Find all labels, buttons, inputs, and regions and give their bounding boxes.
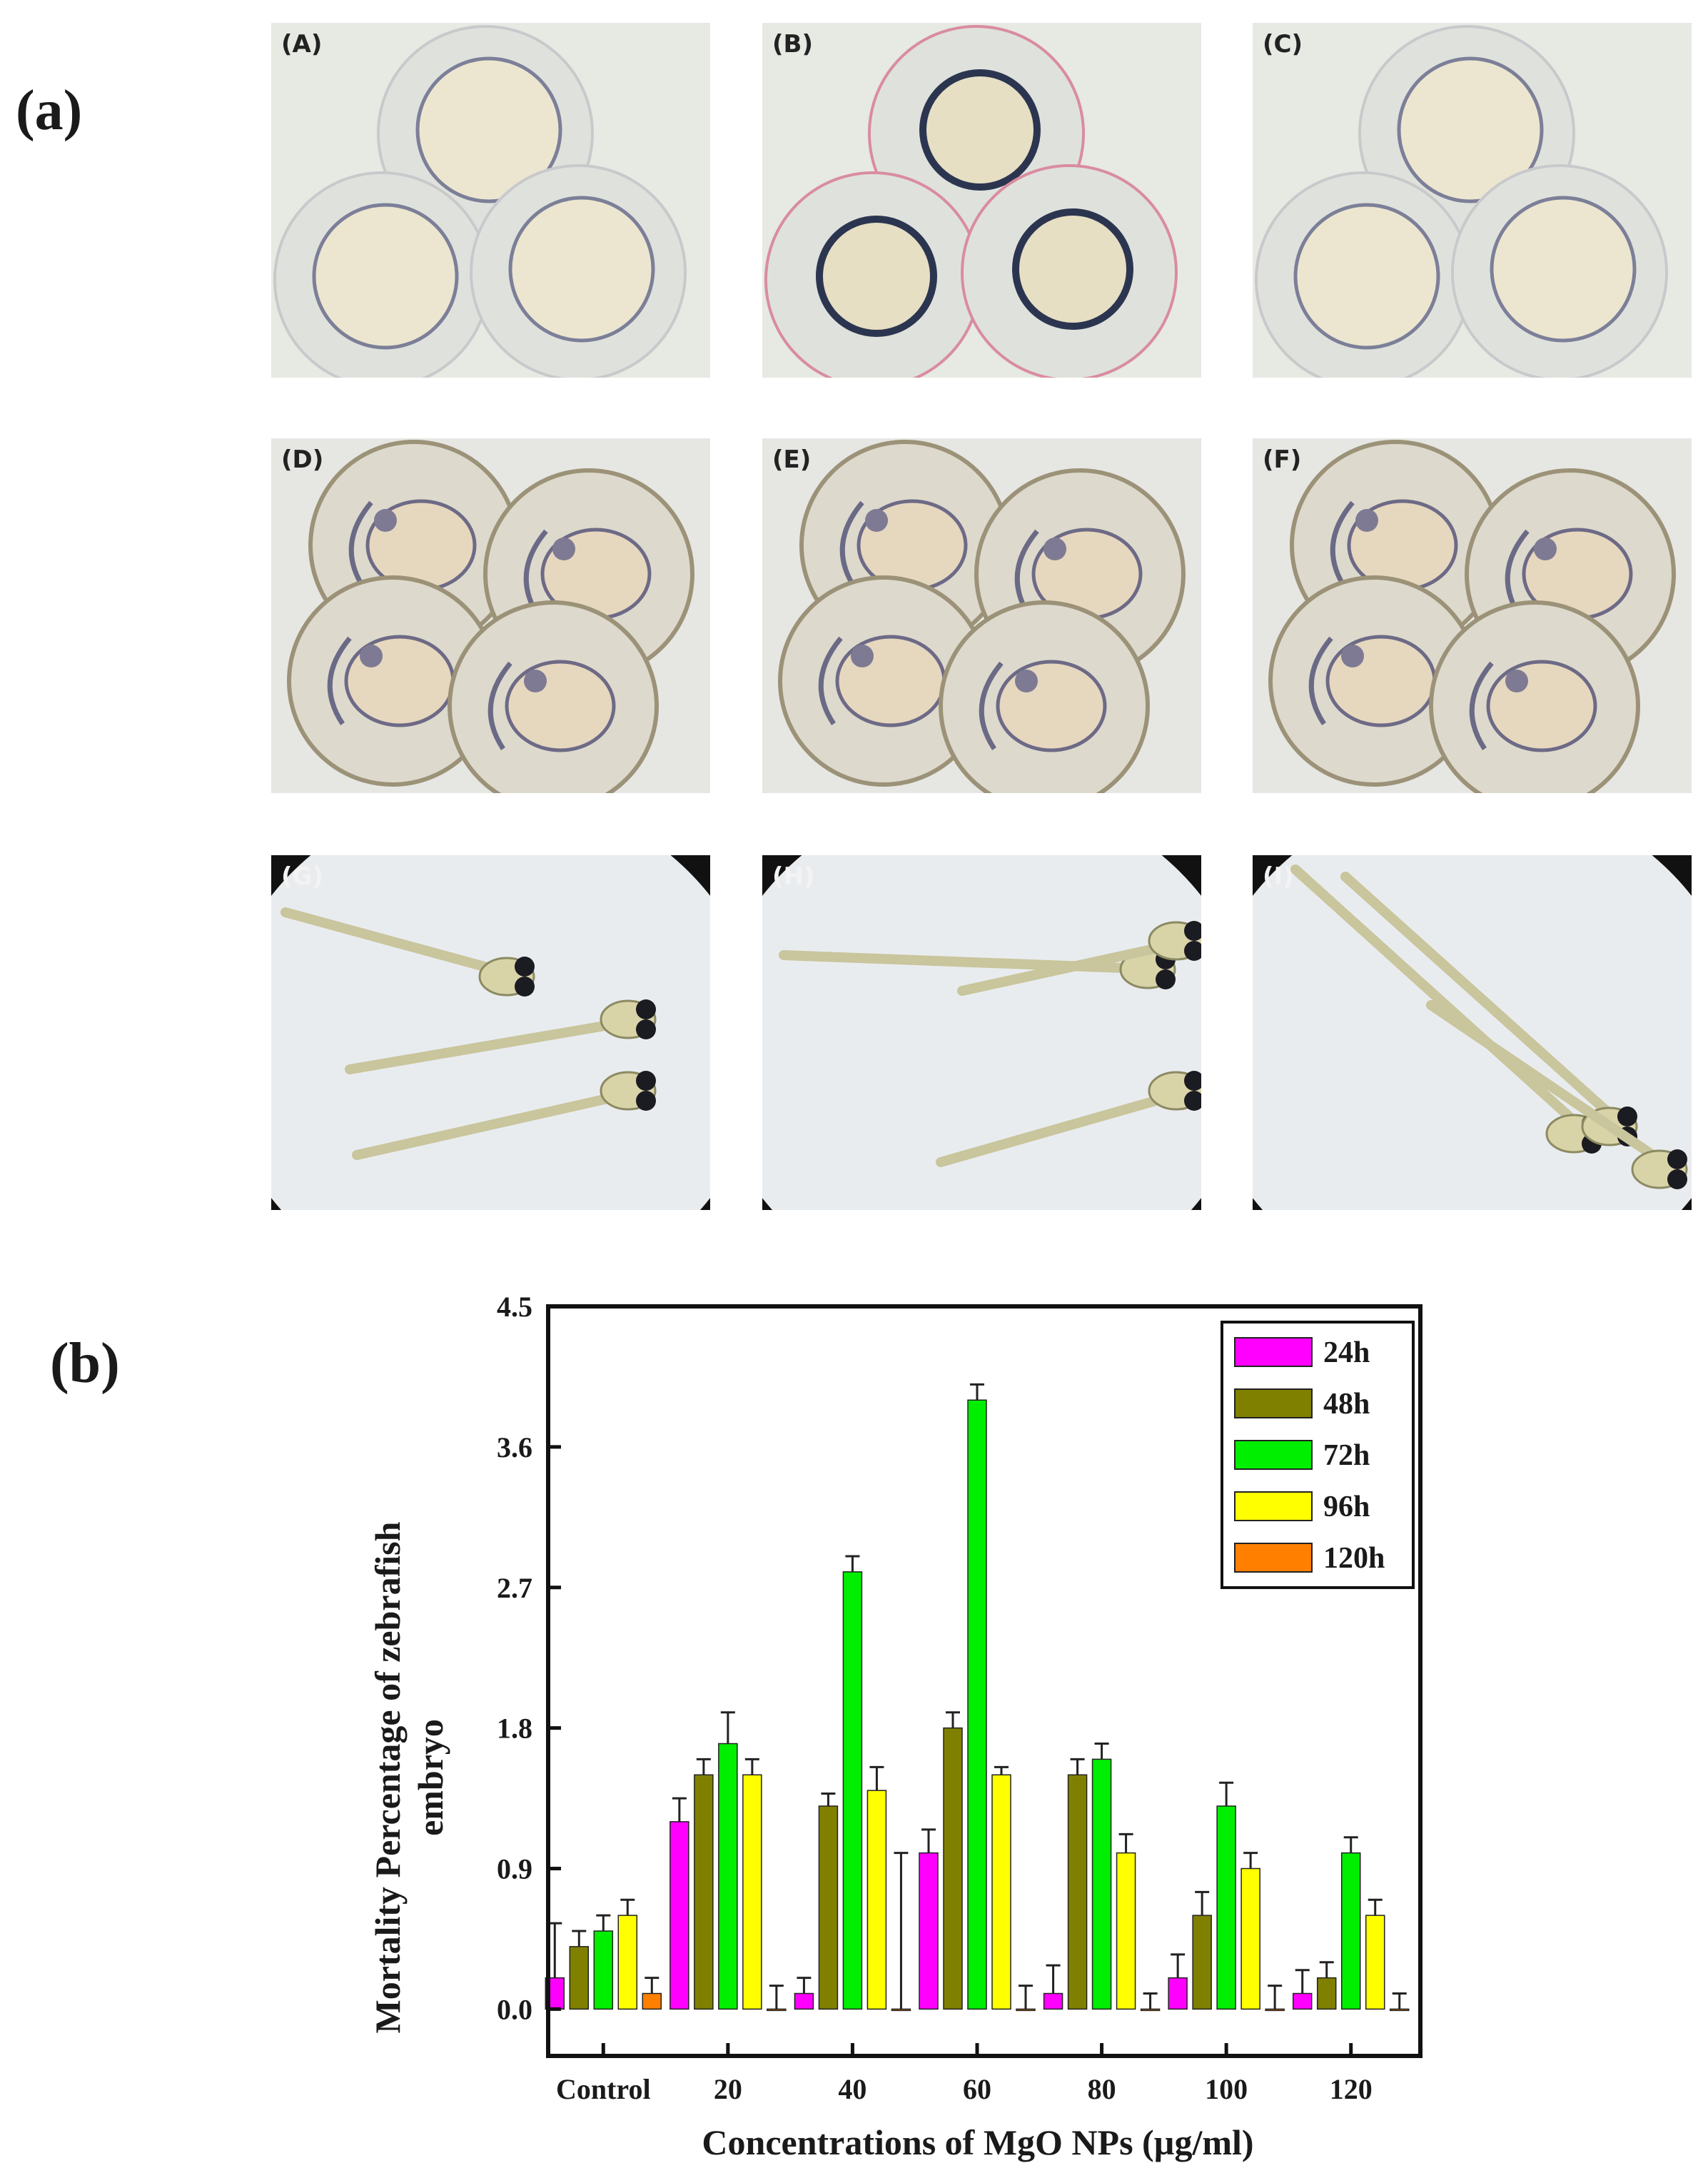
legend: 24h 48h 72h 96h 120h bbox=[1221, 1321, 1415, 1589]
photo-d-label: (D) bbox=[281, 445, 324, 474]
bar-96h-80 bbox=[1116, 1852, 1136, 2010]
x-tick-label: 40 bbox=[838, 2073, 866, 2105]
bar-24h-40 bbox=[794, 1992, 814, 2010]
panel-b-label: (b) bbox=[50, 1332, 120, 1395]
bar-120h-100 bbox=[1265, 2008, 1285, 2012]
photo-h: (H) bbox=[762, 855, 1201, 1210]
photo-i-label: (I) bbox=[1263, 862, 1294, 891]
photo-a: (A) bbox=[271, 23, 710, 378]
y-axis-title-line2: embryo bbox=[410, 1719, 450, 1836]
bar-120h-Control bbox=[642, 1992, 662, 2010]
bar-72h-20 bbox=[718, 1743, 738, 2010]
bar-48h-60 bbox=[943, 1727, 963, 2010]
bar-24h-60 bbox=[919, 1852, 939, 2010]
bar-96h-100 bbox=[1240, 1867, 1260, 2010]
bar-96h-120 bbox=[1365, 1915, 1385, 2010]
x-tick-label: 100 bbox=[1205, 2073, 1248, 2105]
legend-swatch-96h bbox=[1234, 1491, 1313, 1521]
legend-label-72h: 72h bbox=[1323, 1439, 1370, 1472]
y-tick-label: 1.8 bbox=[497, 1713, 532, 1745]
plot-frame bbox=[546, 1304, 1423, 2058]
bar-24h-120 bbox=[1292, 1992, 1313, 2010]
y-axis-title-line1: Mortality Percentage of zebrafish bbox=[368, 1521, 408, 2033]
bar-96h-60 bbox=[991, 1774, 1011, 2010]
legend-label-48h: 48h bbox=[1323, 1388, 1370, 1421]
y-tick-label: 0.0 bbox=[497, 1993, 532, 2025]
photo-f: (F) bbox=[1253, 438, 1692, 793]
bar-24h-100 bbox=[1168, 1977, 1188, 2010]
x-tick-label: 20 bbox=[714, 2073, 742, 2105]
bar-72h-60 bbox=[967, 1399, 987, 2010]
bar-48h-80 bbox=[1067, 1774, 1088, 2010]
y-tick-label: 0.9 bbox=[497, 1853, 532, 1885]
panel-a-label: (a) bbox=[16, 79, 83, 142]
photo-e: (E) bbox=[762, 438, 1201, 793]
bar-72h-40 bbox=[842, 1571, 863, 2010]
bar-48h-Control bbox=[569, 1946, 590, 2010]
bar-72h-80 bbox=[1091, 1758, 1112, 2010]
bar-120h-60 bbox=[1016, 2008, 1036, 2012]
photo-h-label: (H) bbox=[772, 862, 815, 891]
legend-label-120h: 120h bbox=[1323, 1542, 1385, 1575]
y-tick-label: 4.5 bbox=[497, 1291, 532, 1323]
bar-72h-Control bbox=[593, 1930, 614, 2010]
photo-g-label: (G) bbox=[281, 862, 323, 891]
x-tick-label: 80 bbox=[1088, 2073, 1116, 2105]
mortality-bar-chart: Mortality Percentage of zebrafish embryo… bbox=[368, 1291, 1423, 2162]
x-tick-label: 120 bbox=[1330, 2073, 1373, 2105]
bar-120h-40 bbox=[891, 2008, 911, 2012]
bar-72h-120 bbox=[1340, 1852, 1361, 2010]
photo-f-label: (F) bbox=[1263, 445, 1302, 474]
photo-e-label: (E) bbox=[772, 445, 812, 474]
photo-a-label: (A) bbox=[281, 30, 323, 59]
bar-96h-40 bbox=[866, 1790, 887, 2010]
x-tick-label: 60 bbox=[963, 2073, 991, 2105]
legend-swatch-72h bbox=[1234, 1440, 1313, 1470]
bar-120h-20 bbox=[767, 2008, 787, 2012]
y-axis-title: Mortality Percentage of zebrafish embryo bbox=[368, 1521, 450, 2033]
bar-24h-80 bbox=[1043, 1992, 1063, 2010]
photo-d: (D) bbox=[271, 438, 710, 793]
legend-swatch-120h bbox=[1234, 1543, 1313, 1573]
bar-48h-40 bbox=[818, 1805, 839, 2010]
legend-label-96h: 96h bbox=[1323, 1491, 1370, 1523]
bar-120h-120 bbox=[1389, 2008, 1410, 2012]
legend-swatch-24h bbox=[1234, 1337, 1313, 1367]
bar-48h-100 bbox=[1192, 1915, 1212, 2010]
photo-i: (I) bbox=[1253, 855, 1692, 1210]
x-tick-label: Control bbox=[556, 2073, 651, 2105]
photo-g: (G) bbox=[271, 855, 710, 1210]
photo-b: (B) bbox=[762, 23, 1201, 378]
photo-c: (C) bbox=[1253, 23, 1692, 378]
y-tick-label: 2.7 bbox=[497, 1572, 532, 1604]
y-tick-label: 3.6 bbox=[497, 1431, 532, 1463]
photo-c-label: (C) bbox=[1263, 30, 1303, 59]
x-axis-title: Concentrations of MgO NPs (µg/ml) bbox=[702, 2122, 1253, 2162]
legend-label-24h: 24h bbox=[1323, 1336, 1370, 1369]
bar-96h-Control bbox=[617, 1915, 638, 2010]
bar-48h-20 bbox=[694, 1774, 714, 2010]
photo-b-label: (B) bbox=[772, 30, 813, 59]
bar-48h-120 bbox=[1316, 1977, 1337, 2010]
bar-96h-20 bbox=[742, 1774, 762, 2010]
bar-24h-20 bbox=[669, 1821, 689, 2010]
legend-swatch-48h bbox=[1234, 1388, 1313, 1418]
bar-120h-80 bbox=[1140, 2008, 1161, 2012]
bar-72h-100 bbox=[1216, 1805, 1236, 2010]
